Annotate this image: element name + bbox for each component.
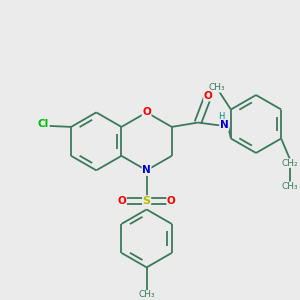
Text: N: N [142,165,151,175]
Text: CH₃: CH₃ [282,182,298,191]
Text: O: O [204,91,212,101]
Text: S: S [142,196,151,206]
Text: O: O [142,107,151,117]
Text: O: O [118,196,126,206]
Text: Cl: Cl [38,119,49,129]
Text: CH₃: CH₃ [208,83,225,92]
Text: CH₃: CH₃ [138,290,155,299]
Text: N: N [220,121,228,130]
Text: H: H [218,112,224,121]
Text: O: O [167,196,176,206]
Text: CH₂: CH₂ [282,159,298,168]
